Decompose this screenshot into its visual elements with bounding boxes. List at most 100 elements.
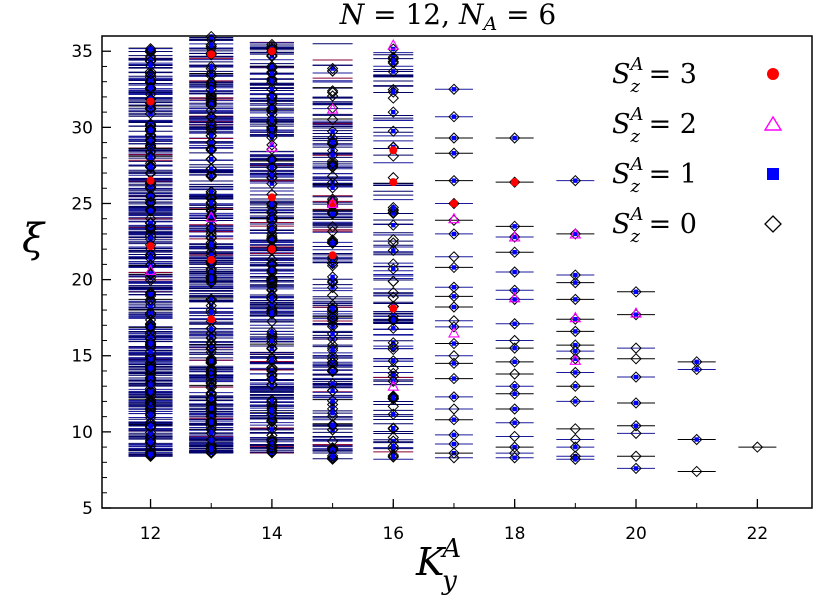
marker-sz0 (205, 277, 217, 289)
marker-sz3 (207, 315, 216, 324)
marker-sz0 (326, 289, 339, 302)
marker-sz0 (205, 196, 217, 209)
marker-sz0 (266, 441, 278, 453)
legend-label: SA z = 1 (612, 154, 697, 197)
marker-sz0 (387, 423, 399, 435)
marker-sz1 (451, 135, 457, 141)
marker-sz1 (209, 307, 214, 313)
marker-sz0 (266, 264, 278, 276)
marker-sz0 (266, 113, 278, 126)
marker-sz0 (205, 295, 217, 307)
title-na: N (458, 0, 485, 31)
title-na-sub: A (481, 13, 497, 35)
marker-sz0 (205, 99, 217, 112)
marker-sz0 (569, 174, 582, 187)
marker-sz0 (266, 436, 278, 448)
y-tick-label: 20 (71, 271, 93, 291)
marker-sz1 (391, 326, 396, 331)
marker-sz0 (266, 440, 278, 453)
marker-sz1 (573, 356, 578, 361)
marker-sz1 (451, 376, 457, 381)
marker-sz0 (205, 144, 217, 156)
marker-sz1 (269, 126, 275, 132)
marker-sz1 (148, 341, 153, 346)
marker-sz0 (326, 452, 339, 464)
marker-sz1 (330, 185, 335, 190)
marker-sz0 (205, 369, 217, 381)
marker-sz0 (205, 89, 217, 101)
marker-sz1 (391, 109, 396, 115)
marker-sz0 (326, 161, 339, 173)
marker-sz0 (508, 403, 521, 415)
x-axis-label: KA y (415, 534, 460, 595)
legend: SA z = 3 SA z = 2 SA z = 1 SA z = 0 (612, 54, 783, 247)
marker-sz1 (330, 211, 335, 217)
marker-sz0 (326, 311, 339, 324)
marker-sz0 (266, 342, 278, 354)
marker-sz0 (690, 363, 703, 376)
marker-sz1 (451, 361, 457, 366)
marker-sz0 (508, 231, 521, 243)
marker-sz0 (448, 447, 460, 459)
marker-sz1 (269, 376, 275, 381)
marker-sz1 (209, 97, 214, 102)
marker-sz1 (209, 114, 214, 119)
marker-sz1 (633, 289, 639, 294)
marker-sz0 (205, 416, 217, 428)
marker-sz0 (508, 388, 521, 400)
marker-sz0 (266, 60, 278, 72)
marker-sz1 (512, 297, 517, 302)
marker-sz1 (209, 174, 214, 179)
y-tick-label: 10 (71, 423, 93, 443)
marker-sz1 (269, 175, 275, 181)
marker-sz0 (387, 341, 399, 353)
marker-sz0 (205, 402, 217, 415)
marker-sz0 (144, 180, 157, 193)
marker-sz0 (630, 462, 642, 475)
marker-sz1 (209, 427, 214, 432)
marker-sz0 (387, 57, 399, 69)
marker-sz1 (269, 65, 275, 70)
marker-sz1 (269, 338, 275, 344)
marker-sz1 (330, 398, 335, 403)
marker-sz0 (326, 260, 339, 272)
marker-sz1 (209, 140, 214, 145)
marker-sz0 (387, 408, 399, 420)
marker-sz0 (387, 275, 399, 288)
marker-sz1 (269, 331, 275, 337)
marker-sz0 (266, 94, 278, 107)
marker-sz0 (205, 170, 217, 183)
marker-sz0 (205, 380, 217, 392)
marker-sz0 (266, 161, 278, 173)
marker-sz1 (391, 444, 396, 449)
y-tick-label: 5 (82, 499, 93, 519)
marker-sz1 (148, 271, 153, 276)
marker-sz0 (448, 321, 460, 333)
marker-sz1 (148, 208, 153, 214)
marker-sz0 (144, 449, 157, 461)
marker-sz1 (269, 355, 275, 361)
marker-sz1 (391, 211, 396, 216)
marker-sz0 (266, 439, 278, 451)
marker-sz0 (387, 343, 399, 356)
marker-sz2 (265, 141, 278, 152)
marker-sz0 (387, 106, 399, 118)
marker-sz2 (569, 354, 582, 365)
marker-sz1 (269, 358, 275, 363)
marker-sz0 (144, 216, 157, 229)
marker-sz0 (144, 252, 157, 265)
marker-sz0 (205, 434, 217, 446)
marker-sz0 (630, 308, 642, 321)
marker-sz0 (144, 161, 157, 174)
marker-sz1 (148, 155, 153, 160)
marker-sz1 (269, 407, 275, 413)
marker-sz0 (448, 261, 460, 274)
marker-sz0 (266, 373, 278, 385)
marker-sz3 (267, 193, 276, 202)
marker-sz1 (148, 423, 153, 429)
marker-sz0 (266, 337, 278, 350)
marker-sz0 (387, 207, 399, 219)
y-tick-label: 25 (71, 194, 93, 214)
marker-sz0 (326, 85, 339, 97)
marker-sz1 (209, 148, 214, 153)
